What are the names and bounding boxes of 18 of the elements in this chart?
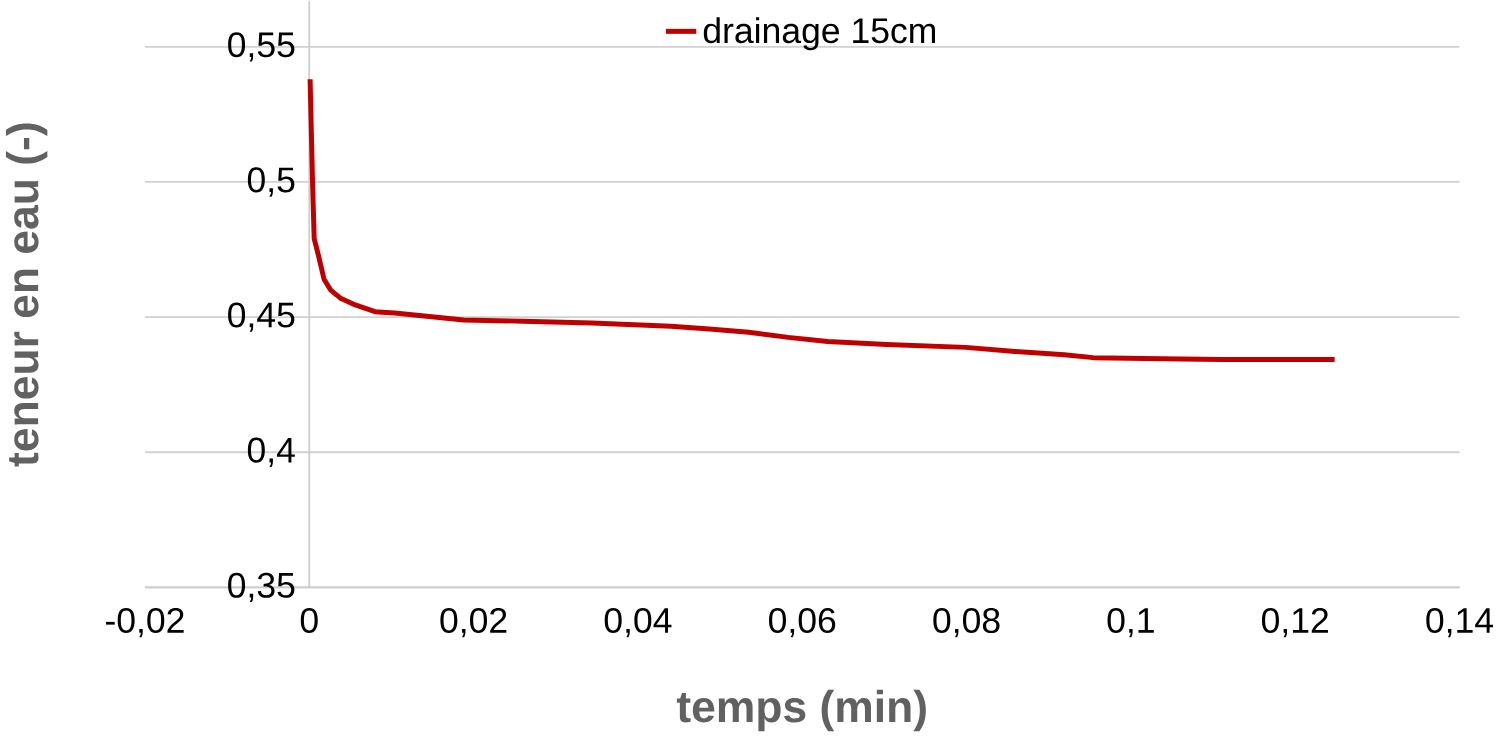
x-tick-label: 0,12 [1261, 607, 1328, 638]
x-axis-title: temps (min) [676, 689, 926, 732]
y-tick-label: 0,45 [228, 302, 295, 332]
x-tick-label: 0,08 [933, 607, 1000, 638]
x-tick-label: 0 [300, 607, 318, 633]
x-tick-label: 0,04 [604, 607, 672, 638]
x-tick-label: 0,06 [769, 607, 836, 638]
legend-label: drainage 15cm [703, 17, 935, 51]
y-tick-label: 0,4 [247, 437, 295, 467]
x-tick-label: 0,1 [1107, 607, 1154, 638]
line-series [307, 76, 1338, 362]
y-tick-label: 0,55 [228, 32, 295, 62]
x-tick-label: -0,02 [106, 607, 184, 638]
x-tick-label: 0,02 [440, 607, 507, 638]
x-tick-label: 0,14 [1426, 607, 1494, 638]
y-tick-label: 0,35 [228, 572, 295, 602]
y-tick-label: 0,5 [247, 167, 295, 197]
y-axis-title: teneur en eau (-) [5, 123, 48, 467]
